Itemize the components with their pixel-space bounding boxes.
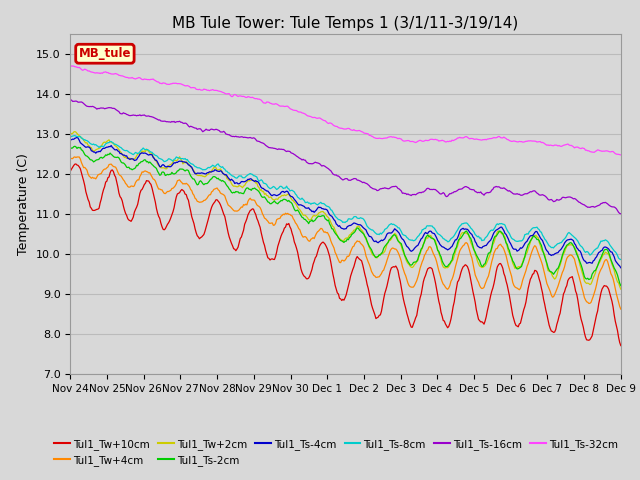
Tul1_Tw+4cm — [605, 263, 612, 268]
Tul1_Ts-4cm — [329, 215, 337, 221]
Legend: Tul1_Tw+10cm, Tul1_Tw+4cm, Tul1_Tw+2cm, Tul1_Ts-2cm, Tul1_Ts-4cm, Tul1_Ts-8cm, T: Tul1_Tw+10cm, Tul1_Tw+4cm, Tul1_Tw+2cm, … — [50, 434, 622, 470]
Tul1_Ts-16cm — [67, 96, 74, 102]
Tul1_Tw+4cm — [396, 252, 403, 258]
Line: Tul1_Ts-2cm: Tul1_Ts-2cm — [70, 146, 621, 286]
Y-axis label: Temperature (C): Temperature (C) — [17, 153, 30, 255]
Tul1_Tw+2cm — [71, 129, 79, 134]
Tul1_Ts-2cm — [332, 232, 340, 238]
Tul1_Ts-32cm — [519, 139, 527, 145]
Line: Tul1_Ts-16cm: Tul1_Ts-16cm — [70, 99, 621, 214]
Tul1_Tw+10cm — [519, 312, 527, 317]
Tul1_Ts-4cm — [73, 134, 81, 140]
Tul1_Ts-32cm — [332, 123, 340, 129]
Tul1_Ts-16cm — [518, 192, 525, 198]
Tul1_Tw+10cm — [617, 343, 625, 348]
Tul1_Tw+2cm — [332, 230, 340, 236]
Tul1_Tw+2cm — [365, 245, 373, 251]
Tul1_Ts-32cm — [68, 63, 76, 69]
Tul1_Tw+4cm — [519, 277, 527, 283]
Tul1_Tw+2cm — [519, 260, 527, 265]
Tul1_Ts-2cm — [617, 283, 625, 288]
Tul1_Ts-2cm — [396, 239, 403, 245]
Tul1_Ts-2cm — [365, 243, 373, 249]
Tul1_Ts-32cm — [67, 64, 74, 70]
Tul1_Tw+10cm — [332, 286, 340, 292]
Tul1_Tw+10cm — [72, 161, 80, 167]
Tul1_Ts-16cm — [332, 172, 339, 178]
Tul1_Ts-4cm — [67, 137, 74, 143]
Tul1_Ts-8cm — [396, 225, 403, 231]
Text: MB_tule: MB_tule — [79, 47, 131, 60]
Tul1_Tw+2cm — [617, 286, 625, 292]
Tul1_Ts-32cm — [617, 152, 625, 158]
Tul1_Ts-4cm — [605, 246, 612, 252]
Tul1_Tw+4cm — [329, 243, 337, 249]
Tul1_Tw+10cm — [396, 274, 403, 279]
Tul1_Ts-16cm — [364, 182, 372, 188]
Tul1_Ts-8cm — [332, 215, 340, 220]
Tul1_Tw+2cm — [396, 239, 403, 245]
Tul1_Ts-2cm — [67, 145, 74, 151]
Line: Tul1_Ts-32cm: Tul1_Ts-32cm — [70, 66, 621, 155]
Tul1_Ts-2cm — [329, 226, 337, 232]
Tul1_Ts-4cm — [396, 230, 403, 236]
Line: Tul1_Tw+4cm: Tul1_Tw+4cm — [70, 157, 621, 309]
Tul1_Ts-2cm — [605, 250, 612, 255]
Tul1_Ts-32cm — [396, 135, 403, 141]
Tul1_Ts-4cm — [519, 244, 527, 250]
Tul1_Tw+4cm — [365, 262, 373, 267]
Tul1_Ts-8cm — [617, 257, 625, 263]
Tul1_Ts-16cm — [617, 211, 625, 216]
Tul1_Ts-4cm — [332, 221, 340, 227]
Tul1_Ts-16cm — [604, 201, 611, 207]
Tul1_Tw+4cm — [332, 252, 340, 257]
Title: MB Tule Tower: Tule Temps 1 (3/1/11-3/19/14): MB Tule Tower: Tule Temps 1 (3/1/11-3/19… — [172, 16, 519, 31]
Tul1_Ts-16cm — [394, 186, 402, 192]
Tul1_Ts-8cm — [605, 240, 612, 246]
Tul1_Ts-8cm — [329, 209, 337, 215]
Tul1_Ts-2cm — [519, 260, 527, 266]
Tul1_Tw+4cm — [71, 154, 79, 160]
Line: Tul1_Tw+10cm: Tul1_Tw+10cm — [70, 164, 621, 346]
Tul1_Ts-8cm — [519, 237, 527, 243]
Tul1_Tw+10cm — [365, 291, 373, 297]
Tul1_Ts-32cm — [329, 122, 337, 128]
Tul1_Ts-32cm — [365, 132, 373, 138]
Tul1_Ts-4cm — [617, 265, 625, 271]
Tul1_Tw+10cm — [67, 168, 74, 174]
Tul1_Tw+2cm — [329, 224, 337, 229]
Tul1_Ts-8cm — [365, 226, 373, 231]
Tul1_Tw+4cm — [67, 156, 74, 162]
Tul1_Ts-4cm — [365, 234, 373, 240]
Tul1_Ts-2cm — [71, 144, 79, 149]
Tul1_Ts-32cm — [605, 149, 612, 155]
Line: Tul1_Ts-8cm: Tul1_Ts-8cm — [70, 135, 621, 260]
Line: Tul1_Ts-4cm: Tul1_Ts-4cm — [70, 137, 621, 268]
Tul1_Tw+10cm — [605, 287, 612, 292]
Tul1_Tw+10cm — [329, 271, 337, 277]
Tul1_Ts-16cm — [328, 169, 335, 175]
Tul1_Tw+2cm — [605, 252, 612, 257]
Tul1_Tw+2cm — [67, 132, 74, 137]
Tul1_Ts-8cm — [67, 134, 74, 140]
Line: Tul1_Tw+2cm: Tul1_Tw+2cm — [70, 132, 621, 289]
Tul1_Ts-8cm — [71, 132, 79, 138]
Tul1_Tw+4cm — [617, 306, 625, 312]
